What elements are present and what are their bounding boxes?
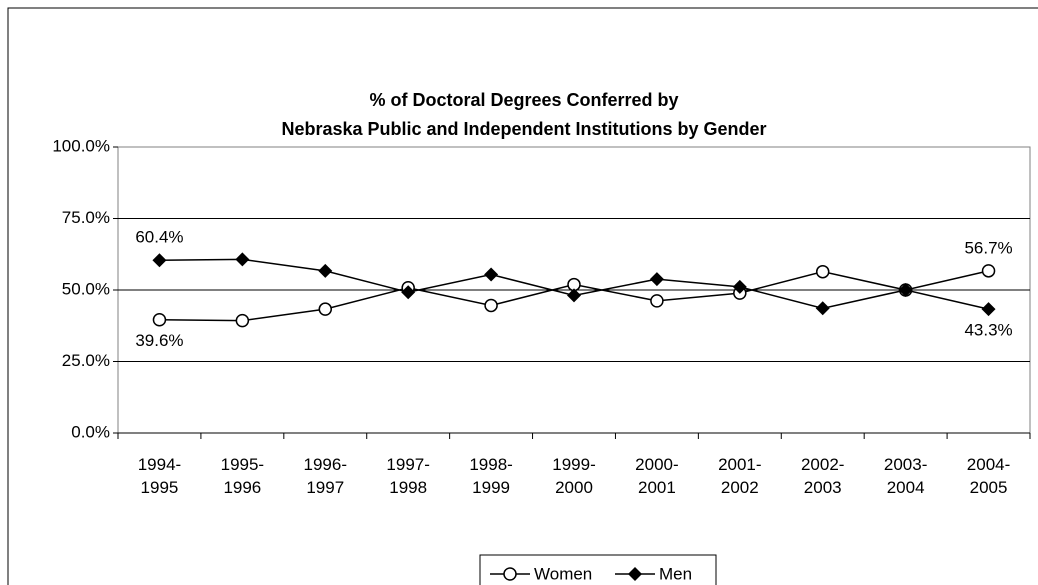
marker xyxy=(732,279,747,294)
marker xyxy=(567,288,581,303)
chart-title: % of Doctoral Degrees Conferred by xyxy=(369,90,678,110)
marker xyxy=(401,285,416,300)
marker xyxy=(815,264,830,279)
y-tick-label: 75.0% xyxy=(62,208,110,227)
x-tick-label: 2004-2005 xyxy=(966,455,1011,497)
data-label: 43.3% xyxy=(964,321,1012,340)
x-tick-label: 1998-1999 xyxy=(469,455,513,497)
x-tick-label: 1997-1998 xyxy=(386,455,430,497)
x-tick-label: 1999-2000 xyxy=(552,455,596,497)
marker xyxy=(484,298,498,313)
marker xyxy=(981,302,996,317)
y-tick-label: 25.0% xyxy=(62,351,110,370)
y-tick-label: 50.0% xyxy=(62,279,110,298)
x-tick-label: 2003-2004 xyxy=(883,455,928,497)
x-tick-label: 2002-2003 xyxy=(800,455,845,497)
marker xyxy=(981,264,996,278)
marker xyxy=(503,567,517,581)
marker xyxy=(628,567,642,581)
marker xyxy=(815,301,830,316)
x-tick-label: 1996-1997 xyxy=(303,455,347,497)
x-tick-label: 2001-2002 xyxy=(718,455,762,497)
marker xyxy=(235,313,250,328)
y-tick-label: 100.0% xyxy=(52,136,110,155)
marker xyxy=(649,272,664,287)
marker xyxy=(235,252,250,267)
x-tick-label: 1994-1995 xyxy=(137,455,182,497)
marker xyxy=(152,312,167,327)
chart-border xyxy=(7,7,1038,585)
marker xyxy=(318,302,333,316)
legend-label: Men xyxy=(659,564,692,583)
data-label: 60.4% xyxy=(135,228,183,247)
marker xyxy=(650,294,664,308)
marker xyxy=(152,253,167,268)
marker xyxy=(898,283,913,297)
legend-label: Women xyxy=(534,564,592,583)
marker xyxy=(484,267,499,282)
data-label: 39.6% xyxy=(135,331,183,350)
chart-title: Nebraska Public and Independent Institut… xyxy=(281,119,766,139)
legend-box xyxy=(479,554,717,585)
marker xyxy=(318,263,333,278)
x-tick-label: 1995-1996 xyxy=(220,455,265,497)
data-label: 56.7% xyxy=(964,238,1012,257)
x-tick-label: 2000-2001 xyxy=(635,455,679,497)
y-tick-label: 0.0% xyxy=(71,422,110,441)
